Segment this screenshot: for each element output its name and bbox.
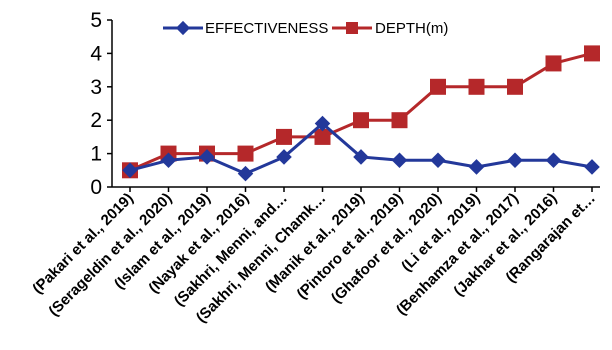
data-point-depth-m — [391, 112, 408, 129]
data-point-effectiveness — [353, 149, 369, 165]
data-point-effectiveness — [237, 165, 254, 182]
data-point-effectiveness — [584, 159, 600, 175]
data-point-effectiveness — [507, 152, 523, 169]
data-point-depth-m — [237, 145, 254, 162]
legend-depth-marker — [346, 22, 358, 34]
legend: EFFECTIVENESS DEPTH(m) — [163, 20, 448, 37]
data-point-effectiveness — [391, 152, 408, 169]
data-point-effectiveness — [160, 152, 177, 169]
data-point-effectiveness — [276, 149, 292, 165]
axes: 0 1 2 3 4 5 — [90, 9, 600, 199]
y-tick-label: 5 — [90, 9, 102, 32]
data-point-depth-m — [507, 78, 523, 95]
data-point-effectiveness — [545, 152, 562, 169]
data-point-depth-m — [276, 128, 292, 145]
series-layer — [122, 45, 600, 182]
legend-label-depth: DEPTH(m) — [375, 20, 448, 37]
data-point-depth-m — [584, 45, 600, 62]
data-point-effectiveness — [468, 159, 485, 175]
legend-effectiveness-marker — [175, 20, 191, 36]
data-point-effectiveness — [199, 149, 215, 165]
legend-label-effectiveness: EFFECTIVENESS — [205, 20, 328, 37]
data-point-depth-m — [314, 128, 331, 145]
data-point-effectiveness — [430, 152, 446, 169]
data-point-effectiveness — [122, 162, 138, 179]
y-tick-label: 3 — [90, 76, 102, 99]
data-point-depth-m — [353, 112, 369, 129]
x-tick-labels: (Pakari et al., 2019)(Serageldin et al.,… — [29, 190, 599, 326]
y-tick-label: 0 — [90, 176, 102, 199]
data-point-depth-m — [468, 78, 485, 95]
data-point-depth-m — [545, 55, 562, 72]
y-tick-label: 4 — [90, 42, 102, 65]
y-tick-label: 2 — [90, 109, 102, 132]
data-point-depth-m — [430, 78, 446, 95]
y-tick-label: 1 — [90, 143, 102, 166]
